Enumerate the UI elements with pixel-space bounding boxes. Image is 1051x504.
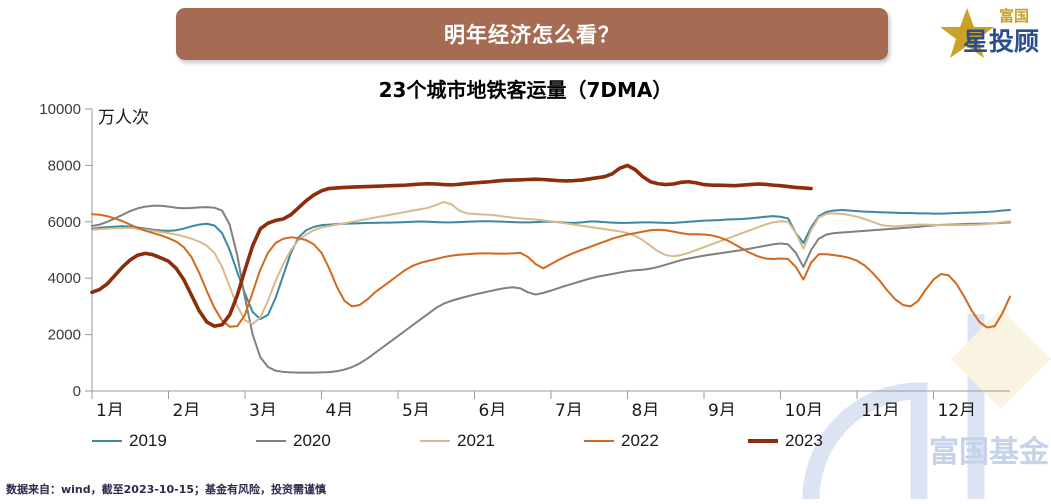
x-tick-label-8月: 8月 (632, 401, 660, 416)
y-tick-label-6000: 6000 (48, 214, 81, 231)
legend-item-2020[interactable]: 2020 (256, 431, 420, 451)
logo-top-text: 富国 (999, 7, 1029, 25)
legend-swatch-2022 (584, 440, 614, 442)
legend-item-2023[interactable]: 2023 (748, 431, 912, 451)
legend-label-2021: 2021 (457, 431, 495, 450)
y-tick-label-2000: 2000 (48, 327, 81, 344)
header-banner: 明年经济怎么看？ (176, 8, 888, 60)
chart-legend: 2019 2020 2021 2022 2023 (92, 429, 912, 453)
star-icon (941, 8, 994, 58)
x-tick-label-9月: 9月 (708, 401, 736, 416)
x-tick-label-1月: 1月 (96, 401, 124, 416)
legend-label-2022: 2022 (621, 431, 659, 450)
x-tick-label-5月: 5月 (402, 401, 430, 416)
series-line-2022 (91, 213, 1011, 329)
series-line-2020 (91, 204, 1011, 374)
legend-label-2019: 2019 (129, 431, 167, 450)
y-tick-label-8000: 8000 (48, 157, 81, 174)
y-tick-label-10000: 10000 (39, 101, 81, 118)
y-axis-unit-label: 万人次 (98, 108, 149, 128)
legend-label-2020: 2020 (293, 431, 331, 450)
x-tick-label-3月: 3月 (249, 401, 277, 416)
x-tick-label-4月: 4月 (326, 401, 354, 416)
legend-swatch-2020 (256, 440, 286, 442)
line-chart-plot: 0 2000 4000 6000 8000 10000 万人次 1月 2月 3月 4月 5月 6月 7月 8… (39, 101, 1011, 416)
series-line-2023 (90, 163, 813, 328)
y-tick-label-4000: 4000 (48, 270, 81, 287)
x-tick-label-11月: 11月 (861, 401, 900, 416)
legend-label-2023: 2023 (785, 431, 823, 450)
logo-star-char: 星 (963, 27, 988, 56)
source-footnote: 数据来自：wind，截至2023-10-15；基金有风险，投资需谨慎 (6, 483, 326, 496)
x-tick-label-6月: 6月 (479, 401, 507, 416)
legend-swatch-2023 (748, 439, 778, 443)
legend-swatch-2021 (420, 440, 450, 442)
legend-swatch-2019 (92, 440, 122, 442)
watermark-text: 富国基金 (929, 435, 1050, 470)
chart-title: 23个城市地铁客运量（7DMA） (378, 78, 673, 102)
logo-main-text: 投顾 (989, 27, 1039, 56)
x-tick-label-10月: 10月 (785, 401, 824, 416)
series-line-2021 (91, 201, 1011, 325)
x-tick-label-7月: 7月 (555, 401, 583, 416)
x-tick-label-2月: 2月 (173, 401, 201, 416)
legend-item-2021[interactable]: 2021 (420, 431, 584, 451)
legend-item-2019[interactable]: 2019 (92, 431, 256, 451)
x-tick-label-12月: 12月 (938, 401, 977, 416)
banner-title: 明年经济怎么看？ (444, 23, 620, 47)
y-tick-label-0: 0 (73, 383, 81, 400)
legend-item-2022[interactable]: 2022 (584, 431, 748, 451)
brand-logo: 富国 星 投顾 (941, 7, 1039, 58)
